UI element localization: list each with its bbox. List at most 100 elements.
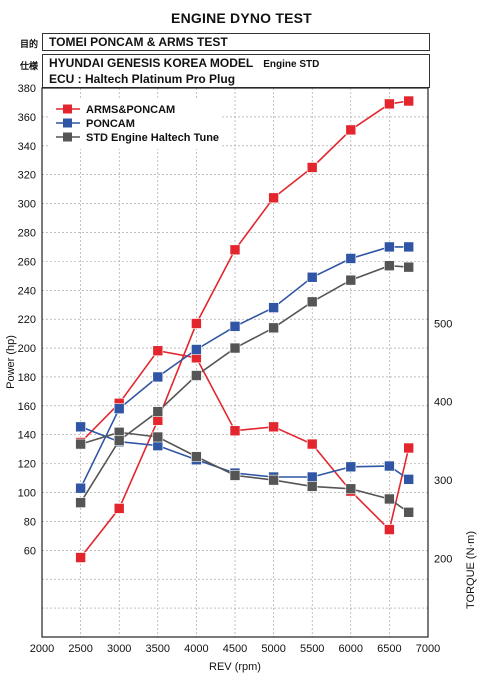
torque-point xyxy=(403,474,415,485)
power-tick-label: 380 xyxy=(18,83,36,95)
power-tick-label: 360 xyxy=(18,112,36,124)
power-point xyxy=(306,296,318,308)
power-tick-label: 100 xyxy=(18,488,36,500)
power-point xyxy=(345,124,357,136)
x-tick-label: 5500 xyxy=(300,643,324,655)
grid xyxy=(41,88,429,637)
torque-point xyxy=(384,524,395,535)
power-tick-label: 140 xyxy=(18,430,36,442)
series-2 xyxy=(75,260,415,518)
power-tick-label: 240 xyxy=(18,285,36,297)
power-point xyxy=(229,342,241,354)
power-tick-label: 340 xyxy=(18,141,36,153)
series-1 xyxy=(75,241,415,494)
purpose-row: 目的 TOMEI PONCAM & ARMS TEST xyxy=(20,33,430,51)
torque-point xyxy=(384,493,395,505)
torque-line xyxy=(80,349,410,532)
torque-line xyxy=(80,431,410,513)
power-point xyxy=(268,192,279,204)
legend-box xyxy=(50,99,222,149)
torque-point xyxy=(268,474,279,486)
x-tick-label: 2500 xyxy=(68,643,92,655)
power-point xyxy=(191,370,202,381)
torque-tick-label: 500 xyxy=(434,318,452,330)
x-tick-label: 4000 xyxy=(184,643,208,655)
legend-label: ARMS&PONCAM xyxy=(86,104,175,116)
power-axis: 60 80 100 120 140 160 180 200 220 240 260 280 300 320… xyxy=(18,83,36,557)
power-point xyxy=(191,344,202,355)
power-tick-label: 280 xyxy=(18,227,36,239)
legend-marker xyxy=(63,118,72,128)
torque-point xyxy=(403,442,415,454)
power-point xyxy=(403,241,415,253)
power-point xyxy=(191,318,202,329)
torque-point xyxy=(403,506,415,518)
legend-label: PONCAM xyxy=(86,118,135,130)
spec-label: 仕様 xyxy=(20,61,39,71)
legend-marker xyxy=(63,132,72,142)
x-tick-label: 7000 xyxy=(416,643,440,655)
x-axis-label: REV (rpm) xyxy=(209,661,261,673)
power-point xyxy=(75,497,86,508)
torque-point xyxy=(345,461,357,473)
power-point xyxy=(113,435,125,446)
torque-tick-label: 400 xyxy=(434,397,452,409)
power-point xyxy=(113,503,125,514)
power-tick-label: 260 xyxy=(18,256,36,268)
power-point xyxy=(229,244,241,256)
power-tick-label: 180 xyxy=(18,372,36,384)
x-tick-label: 5000 xyxy=(261,643,285,655)
x-tick-label: 2000 xyxy=(30,643,54,655)
spec-line2: ECU : Haltech Platinum Pro Plug xyxy=(49,72,236,86)
x-tick-label: 6500 xyxy=(377,643,401,655)
x-tick-label: 4500 xyxy=(223,643,247,655)
purpose-value: TOMEI PONCAM & ARMS TEST xyxy=(42,33,430,51)
plot-frame xyxy=(41,87,429,638)
power-point xyxy=(384,98,395,110)
torque-tick-label: 200 xyxy=(434,554,452,566)
power-point xyxy=(403,261,415,273)
torque-point xyxy=(306,481,318,492)
torque-point xyxy=(152,431,164,443)
power-axis-label: Power (hp) xyxy=(5,335,17,389)
purpose-label: 目的 xyxy=(20,39,39,49)
power-tick-label: 160 xyxy=(18,401,36,413)
power-tick-label: 80 xyxy=(24,516,36,528)
power-point xyxy=(75,552,86,563)
torque-point xyxy=(306,471,318,483)
power-point xyxy=(152,371,164,383)
torque-point xyxy=(268,421,279,433)
legend-marker xyxy=(63,104,72,114)
power-line xyxy=(79,264,409,504)
power-point xyxy=(229,321,241,332)
power-point xyxy=(384,241,395,253)
power-point xyxy=(306,271,318,283)
power-line xyxy=(79,246,409,489)
power-point xyxy=(75,482,86,494)
power-point xyxy=(113,403,125,415)
torque-axis: 200 300 400 500 xyxy=(434,318,452,565)
x-tick-label: 3500 xyxy=(146,643,170,655)
torque-point xyxy=(75,421,86,433)
series-lines xyxy=(75,95,415,563)
power-tick-label: 320 xyxy=(18,170,36,182)
power-point xyxy=(268,302,279,313)
power-line xyxy=(79,100,409,558)
power-point xyxy=(152,406,164,417)
legend: ARMS&PONCAM PONCAM STD Engine Haltech Tune xyxy=(50,99,222,149)
torque-point xyxy=(306,438,318,450)
power-point xyxy=(268,322,279,334)
spec-line1: HYUNDAI GENESIS KOREA MODEL xyxy=(49,56,254,70)
power-tick-label: 220 xyxy=(18,314,36,326)
torque-tick-label: 300 xyxy=(434,475,452,487)
power-tick-label: 120 xyxy=(18,459,36,471)
power-point xyxy=(384,260,395,272)
torque-point xyxy=(384,460,395,472)
power-point xyxy=(403,95,415,107)
torque-point xyxy=(191,451,202,462)
power-tick-label: 300 xyxy=(18,199,36,211)
x-axis: 2000 2500 3000 3500 4000 4500 5000 5500 6000 6500… xyxy=(30,643,440,655)
power-point xyxy=(345,274,357,286)
power-point xyxy=(306,162,318,173)
